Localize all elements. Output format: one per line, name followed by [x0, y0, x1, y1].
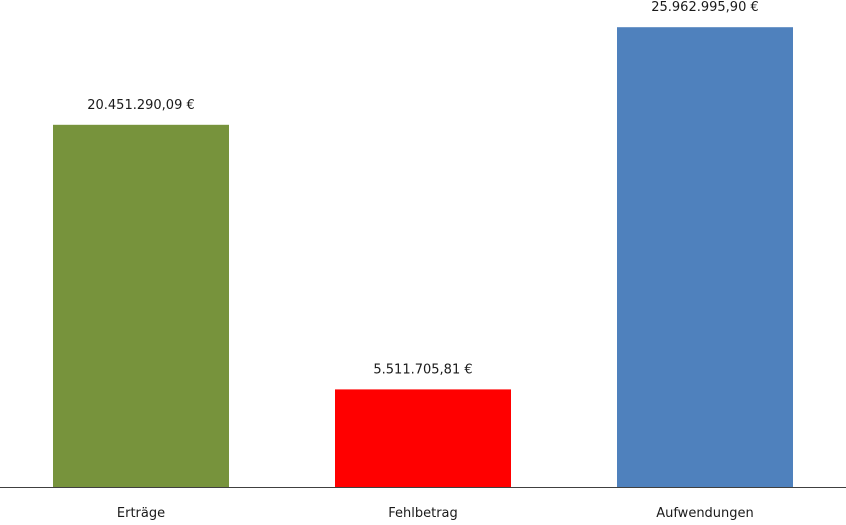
x-tick-label-fehlbetrag: Fehlbetrag: [388, 506, 458, 521]
bar-ertraege: [53, 124, 229, 488]
data-label-ertraege: 20.451.290,09 €: [87, 98, 195, 113]
bar-aufwendungen: [617, 27, 793, 487]
x-tick-label-aufwendungen: Aufwendungen: [656, 506, 754, 521]
data-label-fehlbetrag: 5.511.705,81 €: [373, 362, 472, 377]
data-label-aufwendungen: 25.962.995,90 €: [651, 0, 759, 15]
bars-layer: [53, 27, 793, 488]
x-tick-labels-layer: Erträge Fehlbetrag Aufwendungen: [117, 506, 754, 521]
bar-fehlbetrag: [335, 389, 511, 487]
value-labels-layer: 20.451.290,09 € 5.511.705,81 € 25.962.995,…: [87, 0, 759, 377]
x-tick-label-ertraege: Erträge: [117, 506, 165, 521]
